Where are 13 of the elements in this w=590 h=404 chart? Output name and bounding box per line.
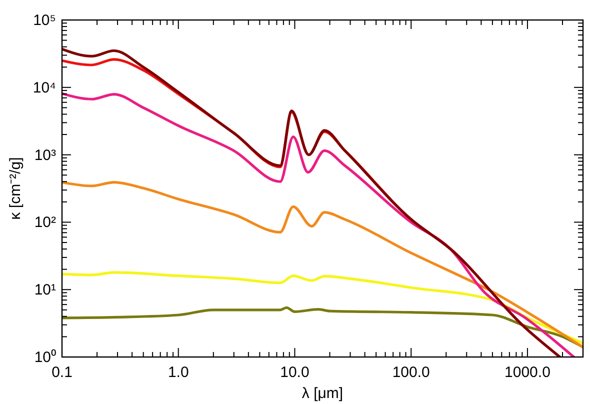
y-tick-label: 10⁴	[32, 79, 56, 96]
y-tick-label: 10¹	[34, 282, 56, 299]
y-axis-title: κ [cm⁻²/g]	[7, 157, 24, 220]
x-tick-label: 1.0	[168, 364, 189, 381]
x-tick-label: 0.1	[52, 364, 72, 381]
x-tick-label: 100.0	[392, 364, 430, 381]
x-tick-label: 1000.0	[504, 364, 550, 381]
x-axis-title: λ [μm]	[302, 385, 344, 402]
x-tick-label: 10.0	[280, 364, 310, 381]
y-tick-label: 10²	[34, 214, 56, 232]
y-tick-label: 10³	[34, 146, 56, 164]
y-tick-label: 10⁵	[33, 12, 56, 29]
y-tick-label: 10⁰	[34, 349, 56, 366]
